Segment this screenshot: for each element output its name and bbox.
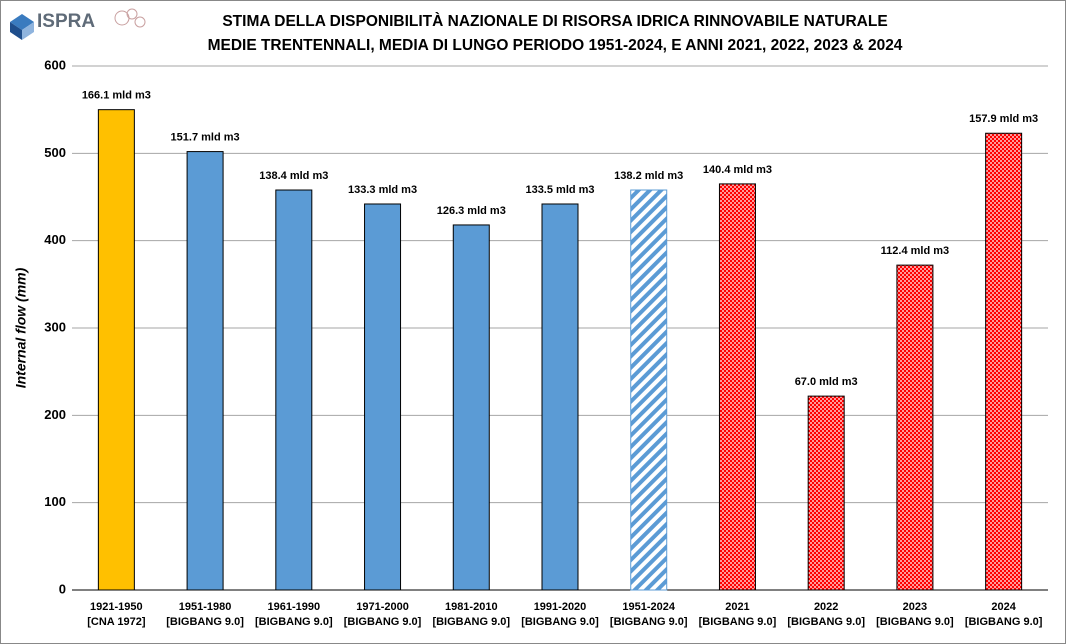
bar [97,109,135,591]
y-tick-label: 600 [44,57,66,72]
x-tick-source: [BIGBANG 9.0] [610,616,688,628]
x-tick-source: [BIGBANG 9.0] [965,616,1043,628]
x-tick-source: [BIGBANG 9.0] [876,616,954,628]
x-tick-source: [BIGBANG 9.0] [432,616,510,628]
bar-annotation: 133.5 mld m3 [525,184,594,196]
x-tick-label: 2021 [725,601,749,613]
y-axis-label: Internal flow (mm) [13,267,29,388]
y-tick-label: 300 [44,319,66,334]
x-tick-label: 1971-2000 [356,601,409,613]
x-tick-source: [CNA 1972] [87,616,146,628]
bar [275,189,313,591]
x-tick-label: 2024 [991,601,1016,613]
bar-annotation: 151.7 mld m3 [171,131,240,143]
bar [807,395,845,591]
x-tick-label: 2022 [814,601,838,613]
bar [186,151,224,591]
x-tick-label: 1991-2020 [534,601,587,613]
bar-annotation: 157.9 mld m3 [969,113,1038,125]
bar [718,183,756,591]
x-tick-source: [BIGBANG 9.0] [166,616,244,628]
logo: ISPRA [10,8,146,40]
bar [541,203,579,591]
x-tick-source: [BIGBANG 9.0] [699,616,777,628]
y-tick-label: 0 [59,581,66,596]
y-tick-label: 500 [44,145,66,160]
chart-title: STIMA DELLA DISPONIBILITÀ NAZIONALE DI R… [222,13,887,30]
bar [630,189,668,591]
bar-annotation: 133.3 mld m3 [348,184,417,196]
x-tick-label: 1951-2024 [622,601,675,613]
x-tick-label: 2023 [903,601,927,613]
bar [364,203,402,591]
logo-text: ISPRA [37,11,95,32]
bar-annotation: 112.4 mld m3 [881,245,950,257]
bar-annotation: 166.1 mld m3 [82,90,151,102]
bar-annotation: 67.0 mld m3 [795,376,858,388]
bar-annotation: 140.4 mld m3 [703,164,772,176]
y-tick-label: 400 [44,232,66,247]
bar [985,132,1023,591]
y-tick-label: 100 [44,494,66,509]
x-tick-source: [BIGBANG 9.0] [521,616,599,628]
x-tick-source: [BIGBANG 9.0] [255,616,333,628]
bar [896,264,934,591]
x-tick-label: 1951-1980 [179,601,232,613]
x-tick-source: [BIGBANG 9.0] [344,616,422,628]
y-tick-label: 200 [44,407,66,422]
bar-annotation: 126.3 mld m3 [437,205,506,217]
bar [452,224,490,591]
x-tick-label: 1981-2010 [445,601,498,613]
x-tick-label: 1961-1990 [268,601,321,613]
x-tick-label: 1921-1950 [90,601,143,613]
x-tick-source: [BIGBANG 9.0] [787,616,865,628]
bar-annotation: 138.4 mld m3 [259,170,328,182]
bar-annotation: 138.2 mld m3 [614,170,683,182]
chart-subtitle: MEDIE TRENTENNALI, MEDIA DI LUNGO PERIOD… [208,37,903,54]
